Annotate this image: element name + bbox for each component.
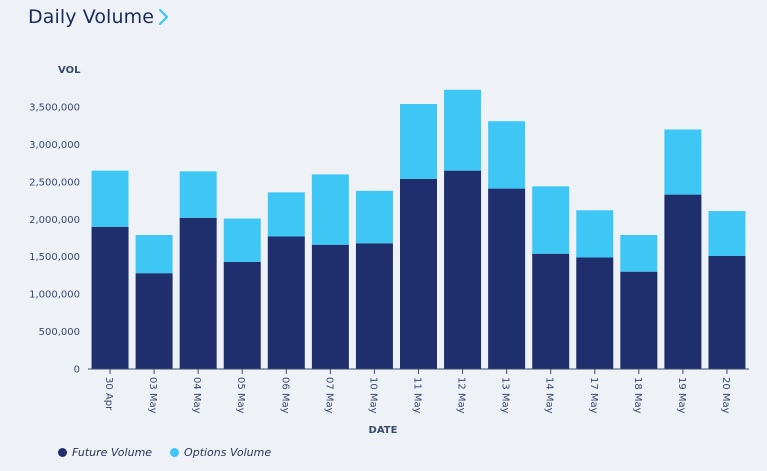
legend-swatch-future-volume (58, 448, 67, 457)
legend-swatch-options-volume (170, 448, 180, 457)
bar-future-volume[interactable] (664, 194, 702, 369)
bar-options-volume[interactable] (355, 190, 393, 244)
y-tick-label: 1,500,000 (29, 252, 80, 263)
bar-options-volume[interactable] (576, 210, 614, 258)
x-tick-label: 05 May (235, 377, 246, 414)
y-tick-label: 2,500,000 (29, 177, 80, 188)
page-title: Daily Volume (28, 6, 154, 28)
x-tick-label: 06 May (279, 377, 290, 414)
bar-future-volume[interactable] (91, 226, 129, 369)
legend: Future Volume Options Volume (58, 446, 271, 459)
bar-options-volume[interactable] (135, 235, 173, 274)
bar-future-volume[interactable] (135, 273, 173, 369)
bar-future-volume[interactable] (576, 257, 614, 369)
bar-future-volume[interactable] (400, 178, 437, 369)
bars-group (91, 89, 746, 369)
bar-future-volume[interactable] (708, 255, 746, 369)
x-tick-label: 04 May (191, 377, 202, 414)
x-tick-label: 17 May (588, 377, 599, 414)
bar-options-volume[interactable] (664, 129, 702, 195)
chart-title-link[interactable]: Daily Volume (28, 3, 170, 31)
bar-options-volume[interactable] (267, 192, 305, 237)
x-axis-title: DATE (369, 425, 398, 436)
x-tick-label: 20 May (720, 377, 731, 414)
bar-future-volume[interactable] (488, 188, 526, 369)
bar-future-volume[interactable] (223, 261, 261, 369)
x-tick-label: 07 May (323, 377, 334, 414)
bar-options-volume[interactable] (223, 218, 261, 262)
legend-item-options-volume[interactable]: Options Volume (170, 446, 271, 459)
y-tick-label: 500,000 (39, 327, 80, 338)
y-tick-label: 1,000,000 (29, 290, 80, 301)
legend-item-future-volume[interactable]: Future Volume (58, 446, 152, 459)
y-tick-label: 3,500,000 (29, 103, 80, 114)
y-tick-label: 0 (74, 365, 80, 376)
x-axis: 30 Apr 03 May 04 May 05 May 06 May 07 May 10 M… (88, 368, 749, 414)
x-tick-label: 19 May (676, 377, 687, 414)
bar-options-volume[interactable] (532, 186, 570, 254)
x-tick-label: 12 May (456, 377, 467, 414)
bar-future-volume[interactable] (355, 243, 393, 369)
bar-future-volume[interactable] (179, 217, 217, 369)
x-tick-label: 30 Apr (103, 377, 114, 411)
bar-future-volume[interactable] (532, 253, 570, 369)
x-tick-label: 03 May (147, 377, 158, 414)
chevron-right-icon (158, 8, 169, 26)
y-axis: 0 500,000 1,000,000 1,500,000 2,000,000 2,500… (29, 103, 80, 376)
bar-future-volume[interactable] (444, 170, 482, 369)
legend-label: Future Volume (72, 446, 153, 459)
bar-options-volume[interactable] (91, 170, 129, 227)
bar-options-volume[interactable] (179, 171, 217, 218)
bar-options-volume[interactable] (444, 89, 482, 171)
x-tick-label: 11 May (412, 377, 423, 414)
y-axis-title: VOL (58, 65, 81, 76)
bar-future-volume[interactable] (620, 271, 658, 369)
x-tick-label: 14 May (544, 377, 555, 414)
legend-label: Options Volume (184, 446, 272, 459)
bar-options-volume[interactable] (488, 121, 526, 189)
bar-options-volume[interactable] (400, 104, 437, 179)
x-tick-label: 10 May (367, 377, 378, 414)
x-tick-label: 13 May (500, 377, 511, 414)
bar-options-volume[interactable] (311, 174, 349, 245)
bar-future-volume[interactable] (311, 244, 349, 369)
bar-future-volume[interactable] (267, 236, 305, 369)
x-tick-label: 18 May (632, 377, 643, 414)
y-tick-label: 3,000,000 (29, 140, 80, 151)
y-tick-label: 2,000,000 (29, 215, 80, 226)
bar-options-volume[interactable] (620, 235, 658, 272)
bar-options-volume[interactable] (708, 211, 746, 256)
